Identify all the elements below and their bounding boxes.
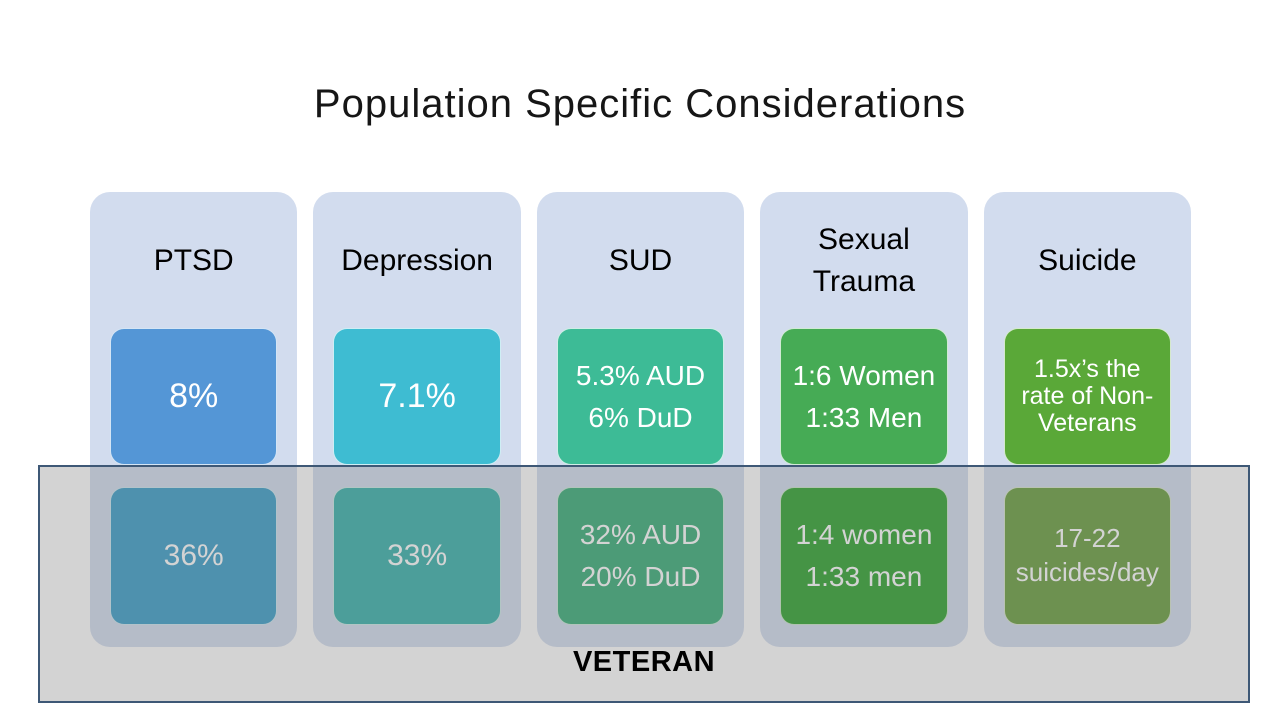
- veteran-overlay-band: VETERAN: [38, 465, 1250, 703]
- veteran-band-label: VETERAN: [572, 646, 716, 678]
- veteran-stat-box-suicide: 17-22 suicides/day: [1003, 487, 1172, 625]
- general-stat-box-sexual-trauma: 1:6 Women 1:33 Men: [780, 328, 948, 465]
- veteran-stat-box-ptsd: 36%: [110, 487, 278, 625]
- general-stat-box-suicide: 1.5x’s the rate of Non- Veterans: [1003, 328, 1172, 465]
- veteran-stat-box-sud: 32% AUD 20% DuD: [556, 487, 725, 625]
- general-stat-text-ptsd: 8%: [169, 376, 219, 415]
- veteran-stat-text-sud: 32% AUD 20% DuD: [579, 519, 702, 592]
- column-header-ptsd: PTSD: [153, 244, 234, 277]
- column-header-sexual-trauma: Sexual Trauma: [812, 223, 916, 298]
- column-depression: Depression 7.1% 33%: [313, 192, 521, 647]
- veteran-stat-box-depression: 33%: [333, 487, 501, 625]
- veteran-stat-text-suicide: 17-22 suicides/day: [1015, 523, 1159, 587]
- veteran-stat-text-ptsd: 36%: [163, 539, 224, 572]
- general-stat-text-sud: 5.3% AUD 6% DuD: [575, 359, 706, 433]
- slide-title: Population Specific Considerations: [313, 82, 967, 126]
- column-sexual-trauma: Sexual Trauma 1:6 Women 1:33 Men 1:4 wom…: [760, 192, 968, 647]
- veteran-stat-box-sexual-trauma: 1:4 women 1:33 men: [780, 487, 948, 625]
- column-ptsd: PTSD 8% 36%: [90, 192, 298, 647]
- general-stat-text-suicide: 1.5x’s the rate of Non- Veterans: [1021, 355, 1154, 437]
- general-stat-box-ptsd: 8%: [110, 328, 278, 465]
- veteran-stat-text-depression: 33%: [387, 539, 448, 572]
- veteran-stat-text-sexual-trauma: 1:4 women 1:33 men: [795, 519, 933, 592]
- general-stat-box-depression: 7.1%: [333, 328, 501, 465]
- column-sud: SUD 5.3% AUD 6% DuD 32% AUD 20% DuD: [536, 192, 745, 647]
- column-header-sud: SUD: [608, 244, 673, 277]
- general-stat-text-sexual-trauma: 1:6 Women 1:33 Men: [792, 359, 936, 433]
- category-columns: PTSD 8% 36% Depression 7.1% 33% SUD 5.3%…: [90, 192, 1192, 647]
- general-stat-box-sud: 5.3% AUD 6% DuD: [556, 328, 725, 465]
- column-suicide: Suicide 1.5x’s the rate of Non- Veterans…: [983, 192, 1192, 647]
- general-stat-text-depression: 7.1%: [378, 376, 456, 415]
- column-header-suicide: Suicide: [1038, 244, 1137, 277]
- column-header-depression: Depression: [341, 244, 493, 277]
